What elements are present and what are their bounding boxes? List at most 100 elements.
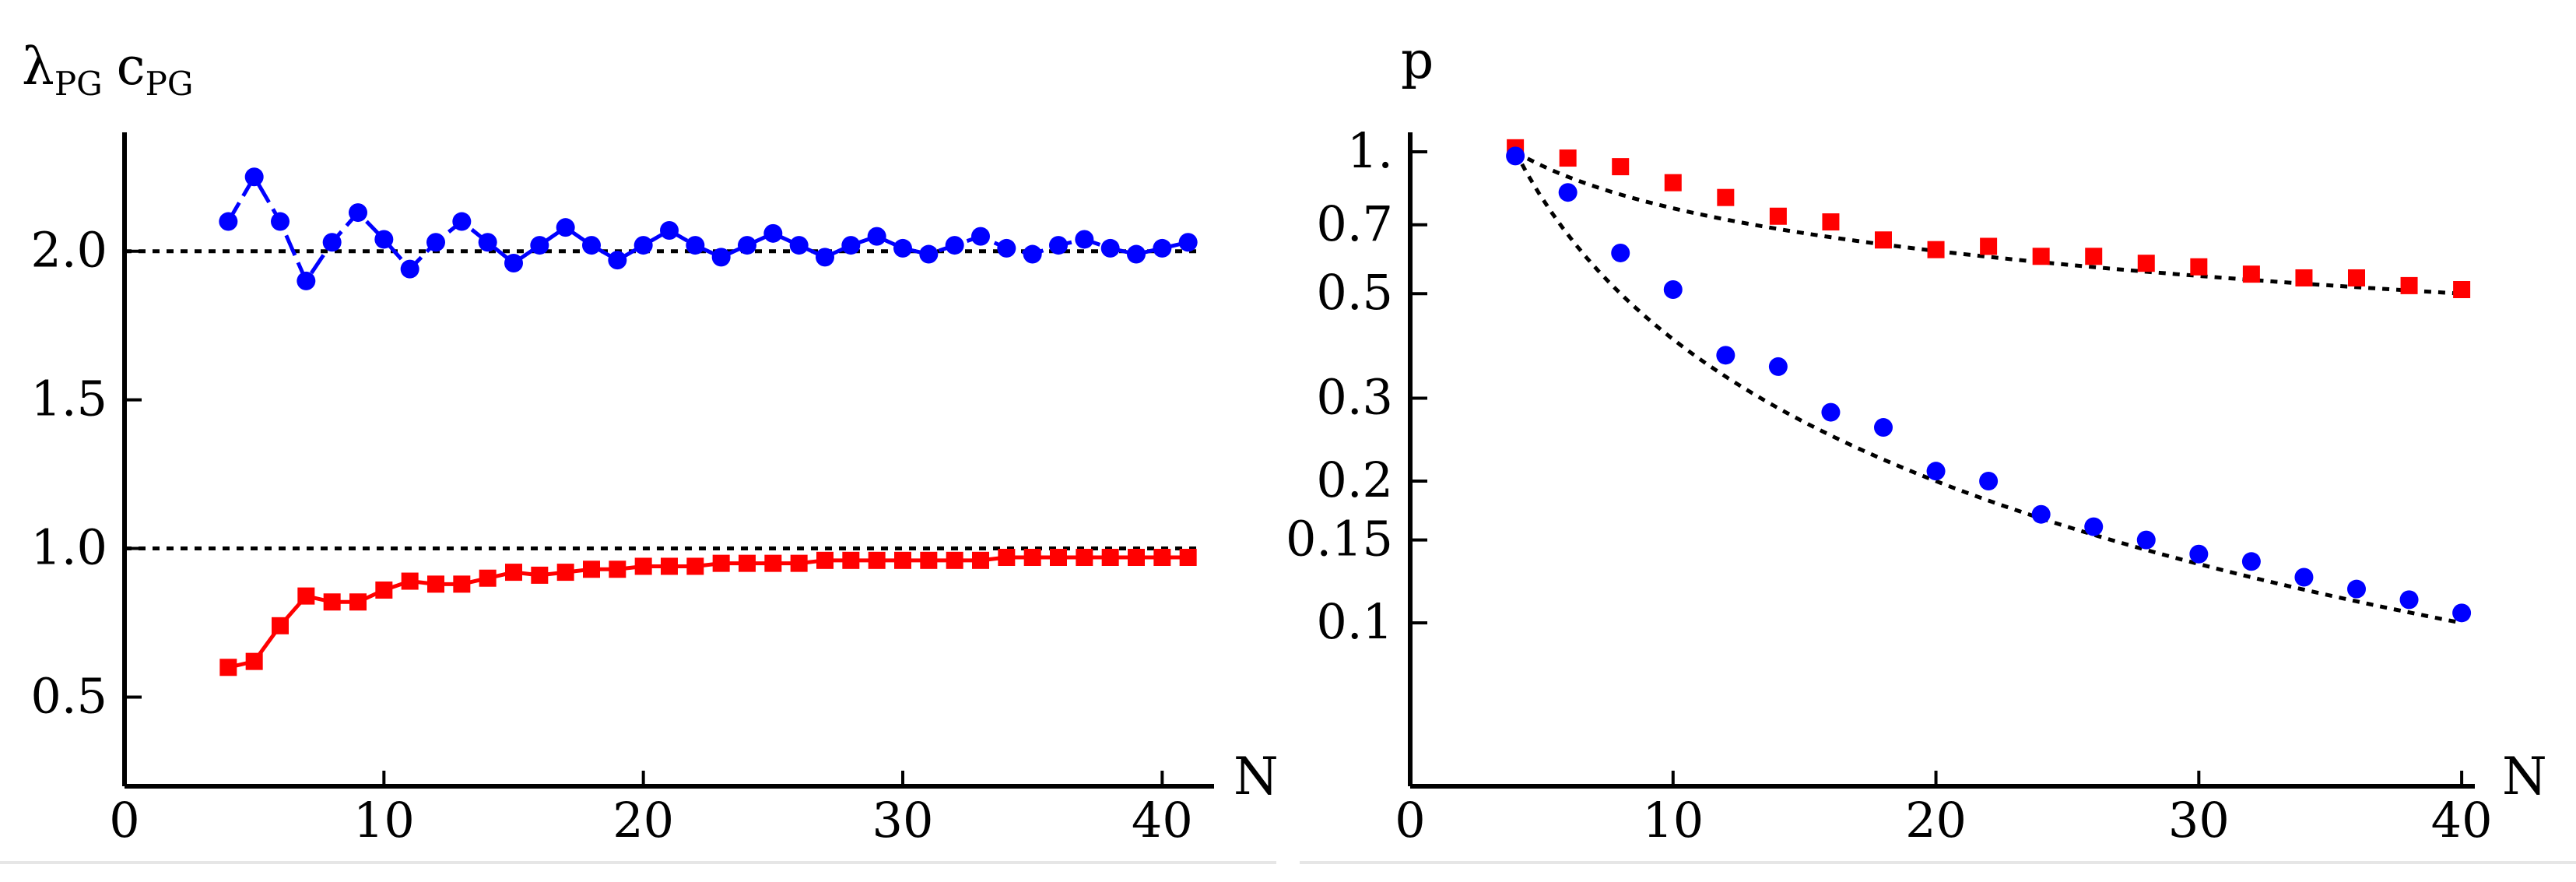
right-y-tick-label: 0.3 [1316,368,1393,425]
left-x-axis-label: N [1234,747,1279,806]
data-point [661,557,678,575]
data-point [1023,549,1041,566]
data-point [400,259,419,279]
data-point [505,564,522,582]
left-y-tick-label: 2.0 [30,222,107,279]
right-y-tick-label: 0.15 [1286,511,1393,568]
fit-curve-0 [1514,149,2462,296]
right-y-tick-label: 0.2 [1316,452,1393,508]
data-point [1178,233,1198,252]
data-point [583,560,600,578]
data-point [2136,530,2156,550]
data-point [789,236,809,255]
data-point [478,233,497,252]
data-point [2137,255,2155,272]
right-y-axis-label: p [1401,30,1434,90]
data-point [1664,174,1682,192]
data-point [349,593,367,611]
data-point [582,236,601,255]
data-point [609,560,626,578]
data-point [2400,276,2418,294]
data-point [530,236,549,255]
data-point [1101,549,1119,566]
data-point [2399,590,2419,610]
data-point [297,271,316,290]
data-point [1769,207,1787,225]
data-point [2189,544,2209,564]
data-point [2347,579,2366,599]
left-x-tick-label: 30 [872,792,934,849]
series-line-0 [226,173,1189,286]
data-point [453,575,471,593]
data-point [1927,241,1945,258]
data-point [556,218,575,237]
data-point [2294,568,2314,587]
data-point [531,566,549,584]
fit-curve-1 [1513,150,2462,625]
data-point [764,554,782,572]
data-point [1611,243,1630,262]
data-point [297,587,315,605]
data-point [997,238,1016,258]
data-point [686,557,704,575]
left-y-tick-label: 1.5 [30,371,107,427]
right-chart: 0 10 20 30 40 1. 0.7 0.5 0.3 0.20.15 0.1 p N [1286,30,2547,849]
data-point [349,203,367,223]
data-point [920,551,938,569]
data-point [401,572,419,590]
data-point [1980,237,1998,255]
data-point [919,244,939,264]
data-point [322,233,342,252]
data-point [738,236,756,255]
data-point [842,551,860,569]
data-point [323,593,341,611]
data-point [894,551,911,569]
data-point [816,248,834,267]
data-point [2241,552,2261,571]
data-point [2084,517,2104,536]
data-point [1875,231,1892,249]
data-point [219,659,237,676]
left-y-tick-label: 1.0 [30,519,107,576]
right-x-tick-label: 0 [1395,792,1425,849]
data-point [816,551,834,569]
data-point [868,551,886,569]
data-point [763,223,783,243]
data-point [2295,269,2313,286]
left-y-tick-label: 0.5 [30,667,107,724]
data-point [634,557,652,575]
data-point [867,227,886,246]
data-point [1822,213,1840,231]
data-point [374,230,394,249]
left-y-axis-label: λPG cPG [22,37,193,103]
right-x-axis-label: N [2502,747,2547,806]
left-x-tick-label: 0 [109,792,139,849]
data-point [426,233,445,252]
data-point [2242,265,2260,283]
right-y-tick-label: 0.5 [1316,264,1393,321]
data-point [712,554,730,572]
data-point [556,564,574,582]
data-point [245,652,263,670]
data-point [660,221,679,240]
data-point [375,582,393,599]
data-point [1076,549,1093,566]
data-point [1179,549,1197,566]
right-x-tick-label: 30 [2168,792,2230,849]
data-point [427,575,444,593]
data-point [1049,236,1068,255]
data-point [1023,244,1042,264]
data-point [608,251,627,270]
data-point [893,238,912,258]
right-y-tick-label: 1. [1347,122,1393,179]
data-point [244,167,264,187]
data-point [998,549,1016,566]
right-x-tick-label: 10 [1642,792,1704,849]
data-point [2452,603,2472,623]
data-point [841,236,861,255]
data-point [2085,248,2103,265]
data-point [271,212,290,231]
right-y-tick-label: 0.7 [1316,195,1393,252]
right-x-tick-label: 40 [2431,792,2493,849]
